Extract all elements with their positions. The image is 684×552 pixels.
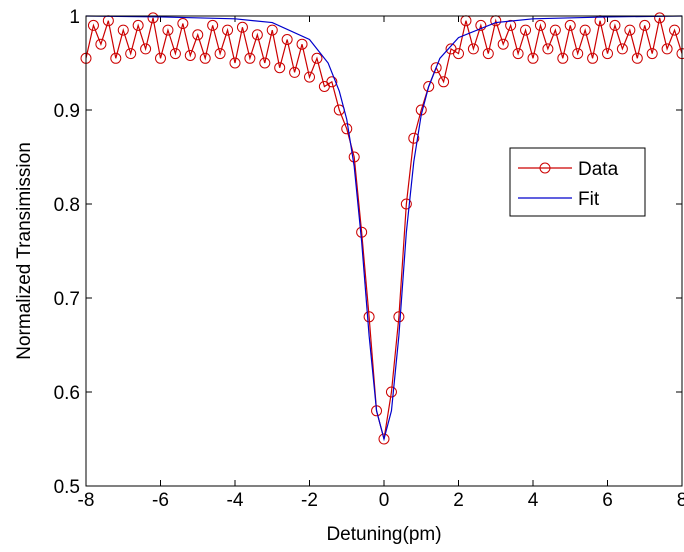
data-point — [296, 38, 308, 50]
data-point — [475, 19, 487, 31]
x-tick-label: -2 — [301, 490, 318, 511]
data-point — [423, 81, 435, 92]
x-tick-label: 8 — [677, 490, 684, 511]
data-point — [467, 43, 479, 55]
data-point — [207, 19, 219, 31]
y-axis-label: Normalized Transimission — [14, 142, 35, 360]
data-point — [646, 48, 658, 60]
data-point — [564, 19, 576, 31]
x-tick-label: 0 — [379, 490, 390, 511]
data-point — [259, 57, 271, 69]
y-tick-label: 0.8 — [54, 195, 80, 216]
data-point — [363, 311, 375, 323]
data-point — [125, 48, 137, 60]
data-point — [430, 62, 442, 74]
data-point — [177, 18, 189, 30]
data-point — [579, 24, 591, 36]
data-point — [549, 24, 561, 36]
data-point — [132, 19, 144, 31]
data-point — [192, 29, 204, 41]
data-point — [393, 311, 405, 323]
data-point — [520, 24, 532, 36]
y-tick-label: 1 — [69, 7, 80, 28]
data-point — [95, 38, 107, 50]
plot-frame — [85, 15, 683, 487]
data-point — [140, 43, 152, 55]
data-point — [624, 24, 636, 36]
legend-label: Fit — [578, 189, 600, 210]
data-point — [482, 48, 494, 60]
data-point — [289, 66, 301, 78]
data-point — [87, 19, 99, 31]
data-point — [572, 48, 584, 60]
y-tick-label: 0.7 — [54, 289, 80, 310]
data-point — [169, 48, 181, 60]
data-point — [281, 34, 293, 45]
data-point — [497, 38, 509, 50]
data-point — [304, 71, 315, 83]
x-tick-label: -6 — [152, 490, 169, 511]
data-point — [244, 52, 256, 64]
data-point — [274, 62, 286, 74]
data-point — [326, 76, 338, 88]
data-point — [587, 52, 599, 64]
data-point — [222, 24, 234, 36]
data-point — [527, 52, 539, 64]
data-point — [214, 48, 226, 60]
data-point — [341, 123, 353, 135]
x-tick-label: 4 — [528, 490, 539, 511]
data-point — [505, 19, 517, 31]
data-point — [512, 48, 524, 60]
data-point — [616, 43, 628, 55]
data-point — [236, 21, 248, 33]
data-point — [557, 52, 569, 64]
data-point — [654, 12, 666, 24]
data-point — [542, 43, 554, 55]
series-line — [85, 15, 683, 442]
data-point — [199, 52, 211, 64]
x-tick-label: -8 — [78, 490, 95, 511]
data-point — [438, 76, 450, 88]
data-point — [609, 19, 621, 31]
x-tick-label: 6 — [602, 490, 613, 511]
data-point — [631, 52, 643, 64]
data-point — [155, 52, 166, 64]
data-point — [639, 19, 651, 31]
data-point — [147, 12, 159, 24]
y-tick-label: 0.5 — [54, 477, 80, 498]
data-point — [602, 48, 613, 60]
series-line — [85, 17, 683, 440]
data-point — [184, 49, 196, 61]
data-point — [251, 29, 263, 41]
legend-marker — [539, 162, 551, 174]
data-point — [661, 43, 673, 55]
data-point — [117, 24, 129, 36]
data-point — [385, 386, 397, 398]
data-point — [110, 52, 122, 64]
y-tick-label: 0.9 — [54, 101, 80, 122]
x-tick-label: -4 — [227, 490, 244, 511]
data-point — [453, 48, 464, 60]
data-point — [534, 19, 546, 31]
data-point — [266, 24, 278, 36]
data-point — [348, 151, 360, 163]
x-tick-label: 2 — [453, 490, 464, 511]
data-point — [669, 24, 681, 36]
legend-label: Data — [578, 159, 619, 180]
data-point — [408, 132, 420, 144]
legend-box — [509, 147, 646, 217]
data-point — [400, 198, 412, 210]
data-point — [311, 52, 323, 64]
data-point — [162, 24, 174, 36]
x-axis-label: Detuning(pm) — [326, 524, 441, 545]
data-point — [229, 57, 241, 69]
y-tick-label: 0.6 — [54, 383, 80, 404]
data-point — [378, 433, 390, 445]
